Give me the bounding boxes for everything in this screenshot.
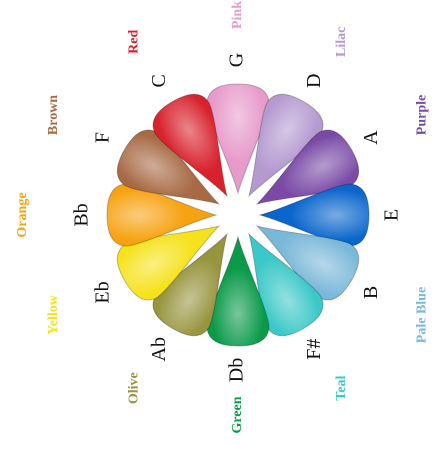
color-name-label: Orange <box>15 192 30 237</box>
color-wheel: GPinkDLilacAPurpleEBlueBPale BlueF#TealD… <box>0 0 444 461</box>
note-label: G <box>226 53 248 67</box>
color-name-label: Olive <box>126 372 141 404</box>
note-label: F <box>91 132 113 143</box>
note-label: Ab <box>148 337 170 361</box>
color-name-label: Green <box>230 396 245 433</box>
note-label: F# <box>303 339 325 360</box>
note-label: Bb <box>71 203 93 226</box>
note-label: Db <box>226 358 248 382</box>
note-label: E <box>381 209 403 221</box>
note-label: C <box>148 74 170 87</box>
note-label: D <box>303 74 325 88</box>
note-label: B <box>360 286 382 299</box>
color-name-label: Pale Blue <box>415 287 430 343</box>
color-name-label: Pink <box>230 1 245 29</box>
color-name-label: Lilac <box>334 27 349 57</box>
color-name-label: Yellow <box>46 294 61 335</box>
color-name-label: Red <box>126 30 141 54</box>
note-label: A <box>360 130 382 145</box>
note-label: Eb <box>91 281 113 303</box>
color-name-label: Teal <box>334 376 349 401</box>
color-name-label: Brown <box>46 95 61 135</box>
color-name-label: Purple <box>415 95 430 135</box>
